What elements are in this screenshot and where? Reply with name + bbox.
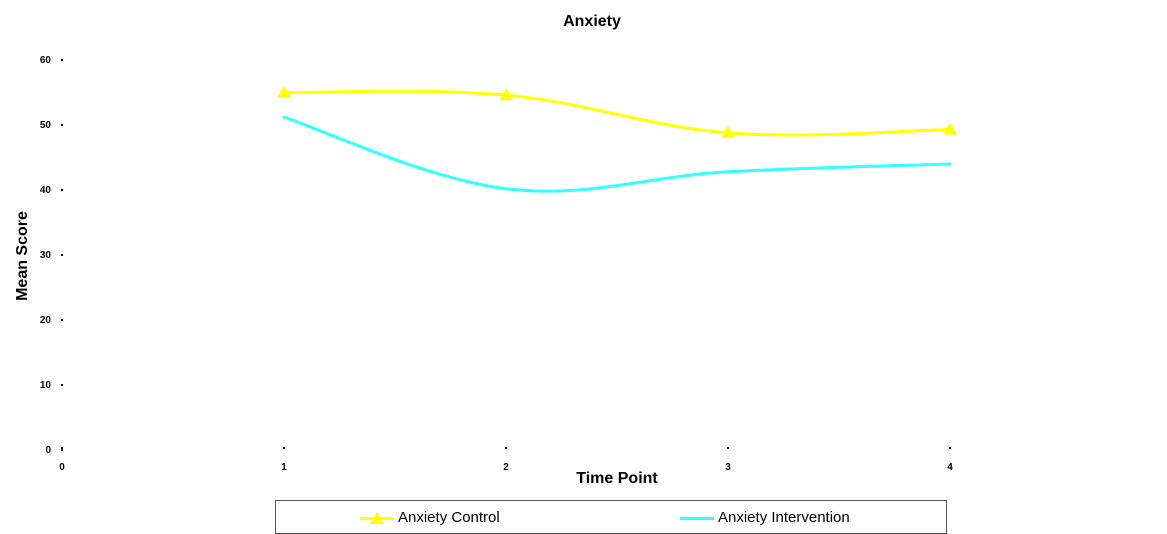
legend: Anxiety Control Anxiety Intervention: [275, 500, 947, 534]
legend-item-control: Anxiety Control: [360, 509, 500, 526]
data-point: [282, 115, 286, 119]
plot-area: [277, 85, 957, 193]
x-tick-label: 2: [503, 462, 509, 473]
y-tick-label: 20: [40, 315, 52, 326]
y-tick-mark: [61, 189, 63, 191]
y-tick-mark: [61, 384, 63, 386]
data-point-marker: [943, 122, 957, 135]
data-point-marker: [721, 125, 735, 138]
legend-swatch-control: [360, 511, 394, 525]
x-tick-mark: [61, 447, 63, 449]
x-tick-label: 3: [725, 462, 731, 473]
x-tick-label: 1: [281, 462, 287, 473]
series-line-1: [283, 115, 951, 193]
y-tick-label: 40: [40, 185, 52, 196]
x-tick-mark: [283, 447, 285, 449]
y-tick-mark: [61, 254, 63, 256]
y-tick-mark: [61, 449, 63, 451]
x-tick-label: 4: [947, 462, 953, 473]
x-tick-mark: [505, 447, 507, 449]
data-point: [504, 187, 508, 191]
x-tick-mark: [949, 447, 951, 449]
data-point: [726, 170, 730, 174]
y-tick-label: 60: [40, 55, 52, 66]
chart-title: Anxiety: [563, 13, 621, 30]
series-line-0: [283, 89, 951, 137]
data-point-marker: [499, 88, 513, 101]
x-axis-label: Time Point: [576, 470, 658, 487]
y-tick-label: 30: [40, 250, 52, 261]
legend-item-intervention: Anxiety Intervention: [680, 509, 850, 526]
y-axis: 0 10 20 30 40 50 60: [40, 55, 63, 456]
y-tick-label: 0: [45, 445, 51, 456]
legend-label-intervention: Anxiety Intervention: [718, 509, 850, 526]
x-axis: 0 1 2 3 4: [59, 447, 953, 473]
chart-canvas: Anxiety 0 10 20 30 40 50 60 0 1 2 3 4 Mean Score T…: [14, 13, 957, 487]
x-tick-label: 0: [59, 462, 65, 473]
y-tick-label: 50: [40, 120, 52, 131]
x-tick-mark: [727, 447, 729, 449]
y-tick-mark: [61, 319, 63, 321]
legend-swatch-intervention: [680, 511, 714, 525]
y-tick-mark: [61, 59, 63, 61]
data-point-marker: [277, 85, 291, 98]
y-axis-label: Mean Score: [14, 211, 31, 301]
y-tick-mark: [61, 124, 63, 126]
data-point: [948, 162, 952, 166]
y-tick-label: 10: [40, 380, 52, 391]
legend-label-control: Anxiety Control: [398, 509, 500, 526]
